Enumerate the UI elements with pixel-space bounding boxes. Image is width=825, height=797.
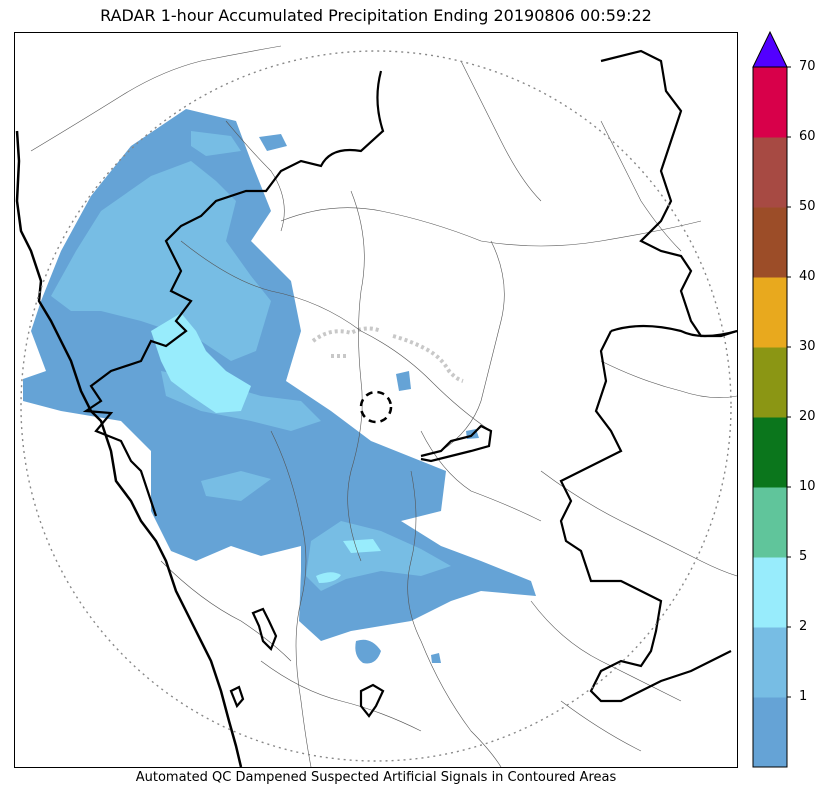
colorbar-segment: [753, 277, 787, 348]
qc-contoured-areas: [311, 326, 464, 383]
colorbar-segment: [753, 67, 787, 138]
colorbar-tick-label: 40: [799, 269, 816, 284]
colorbar-tick-label: 20: [799, 409, 816, 424]
colorbar-tick-label: 60: [799, 129, 816, 144]
colorbar-segment: [753, 417, 787, 488]
colorbar-segment: [753, 207, 787, 278]
district-boundaries: [30, 45, 737, 767]
precip-level-1: [23, 109, 536, 664]
map-caption: Automated QC Dampened Suspected Artifici…: [135, 770, 617, 785]
map-title: RADAR 1-hour Accumulated Precipitation E…: [100, 6, 652, 25]
radar-range-ring: [20, 50, 732, 762]
state-boundaries: [82, 49, 737, 718]
colorbar-segment: [753, 627, 787, 698]
radar-map[interactable]: [14, 32, 738, 768]
colorbar-segment: [753, 697, 787, 768]
colorbar-tick-label: 1: [799, 689, 808, 704]
colorbar-tick-label: 50: [799, 199, 816, 214]
colorbar-segment: [753, 347, 787, 418]
colorbar-segment: [753, 137, 787, 208]
colorbar-tick-label: 2: [799, 619, 808, 634]
colorbar: [751, 30, 791, 770]
colorbar-extend-arrow: [752, 30, 788, 68]
colorbar-tick-label: 5: [799, 549, 808, 564]
colorbar-tick-label: 10: [799, 479, 816, 494]
colorbar-segment: [753, 487, 787, 558]
colorbar-tick-label: 30: [799, 339, 816, 354]
colorbar-tick-label: 70: [799, 59, 816, 74]
colorbar-segment: [753, 557, 787, 628]
radar-site-marker: [359, 390, 393, 424]
coastline: [15, 130, 243, 767]
